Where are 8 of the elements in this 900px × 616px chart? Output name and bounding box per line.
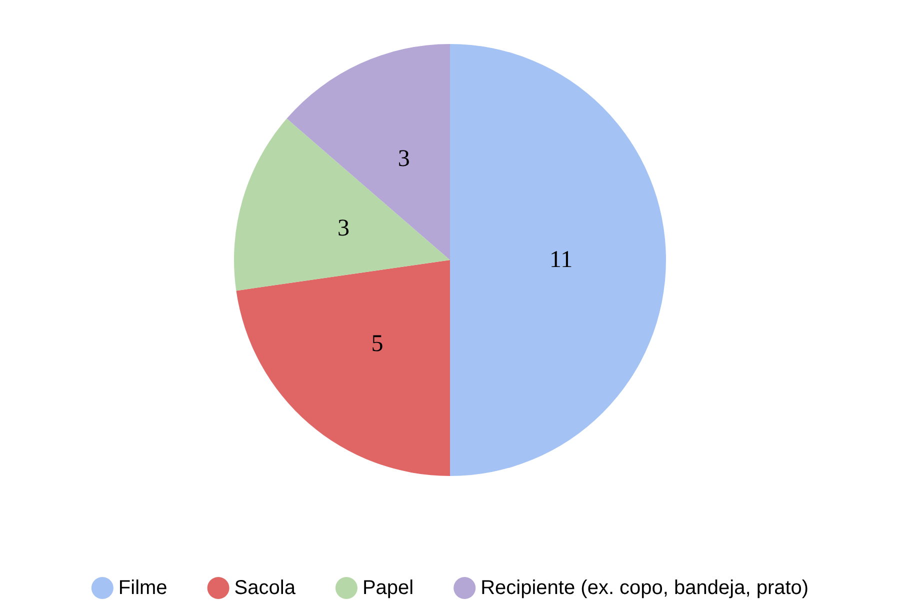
data-label: 11: [549, 247, 573, 273]
legend-label: Papel: [362, 577, 414, 599]
data-label: 3: [337, 216, 350, 242]
data-label: 3: [398, 146, 410, 172]
legend-label: Filme: [118, 577, 168, 599]
legend-label: Recipiente (ex. copo, bandeja, prato): [480, 577, 809, 599]
data-label: 5: [371, 330, 384, 357]
legend-label: Sacola: [234, 577, 296, 599]
